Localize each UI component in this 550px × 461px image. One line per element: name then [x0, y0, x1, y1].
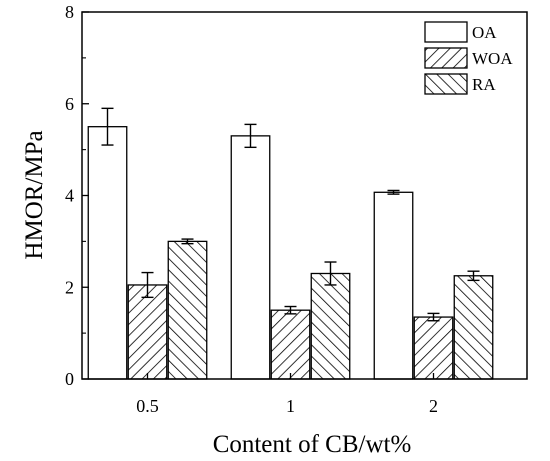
legend-swatch-ra — [424, 73, 468, 95]
bars-layer — [87, 126, 494, 380]
bar-ra-0.5 — [167, 240, 208, 380]
bar-woa-2 — [413, 316, 454, 380]
y-tick-label-2: 2 — [65, 277, 74, 297]
bar-oa-2 — [373, 191, 414, 380]
x-tick-label-0.5: 0.5 — [136, 396, 159, 416]
legend: OA WOA RA — [424, 21, 513, 95]
x-tick-label-1: 1 — [286, 396, 295, 416]
legend-swatch-woa — [424, 47, 468, 69]
error-bars-layer — [101, 107, 480, 322]
legend-label-oa: OA — [472, 23, 497, 42]
bar-ra-2 — [453, 275, 494, 380]
legend-label-ra: RA — [472, 75, 496, 94]
y-tick-label-4: 4 — [65, 186, 74, 206]
x-tick-label-2: 2 — [429, 396, 438, 416]
legend-swatch-oa — [424, 21, 468, 43]
bar-ra-1 — [310, 272, 351, 380]
y-tick-label-0: 0 — [65, 369, 74, 389]
y-axis-title: HMOR/MPa — [21, 130, 48, 259]
y-tick-label-8: 8 — [65, 2, 74, 22]
y-tick-label-6: 6 — [65, 94, 74, 114]
bar-oa-1 — [230, 135, 271, 380]
y-axis-ticks: 0 2 4 6 8 — [65, 2, 89, 389]
legend-label-woa: WOA — [472, 49, 513, 68]
bar-woa-1 — [270, 309, 311, 380]
bar-oa-0.5 — [87, 126, 128, 380]
x-axis-title: Content of CB/wt% — [213, 431, 412, 458]
bar-woa-0.5 — [127, 284, 168, 380]
x-axis-ticks: 0.5 1 2 — [136, 373, 438, 416]
